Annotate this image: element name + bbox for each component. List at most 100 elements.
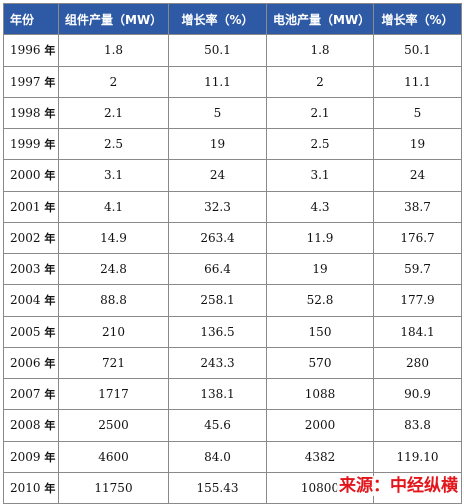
module-output-cell: 4.1 (58, 190, 169, 223)
table-body: 1996 年 1.8 50.1 1.8 50.1 1997 年 2 11.1 2 11.1 1998… (3, 34, 462, 504)
header-year: 年份 (3, 2, 59, 36)
cell-growth-cell: 119.10 (373, 440, 462, 473)
module-growth-cell: 243.3 (168, 346, 267, 380)
module-growth-cell: 84.0 (168, 440, 267, 473)
table-row: 2003 年 24.8 66.4 19 59.7 (3, 252, 462, 286)
year-cell: 1999 年 (3, 127, 59, 161)
table-row: 1997 年 2 11.1 2 11.1 (3, 65, 462, 98)
year-suffix: 年 (44, 481, 56, 495)
year-cell: 2005 年 (3, 315, 59, 348)
table-row: 2007 年 1717 138.1 1088 90.9 (3, 377, 462, 411)
module-growth-cell: 5 (168, 96, 267, 130)
cell-output-cell: 19 (266, 252, 374, 286)
table-row: 1999 年 2.5 19 2.5 19 (3, 127, 462, 161)
module-output-cell: 88.8 (58, 284, 169, 317)
cell-output-cell: 2.5 (266, 127, 374, 161)
module-output-cell: 2.1 (58, 96, 169, 130)
year-suffix: 年 (44, 263, 56, 277)
cell-output-cell: 3.1 (266, 159, 374, 192)
header-module-output: 组件产量（MW） (58, 2, 169, 36)
cell-growth-cell: 177.9 (373, 284, 462, 317)
cell-growth-cell: 90.9 (373, 377, 462, 411)
header-cell-output: 电池产量（MW） (266, 2, 374, 36)
table-row: 2001 年 4.1 32.3 4.3 38.7 (3, 190, 462, 223)
module-growth-cell: 50.1 (168, 34, 267, 67)
year-cell: 2000 年 (3, 159, 59, 192)
cell-growth-cell: 24 (373, 159, 462, 192)
year-cell: 1997 年 (3, 65, 59, 98)
module-growth-cell: 263.4 (168, 221, 267, 255)
year-suffix: 年 (44, 325, 56, 339)
year-value: 1996 (10, 43, 41, 58)
cell-growth-cell: 38.7 (373, 190, 462, 223)
module-growth-cell: 45.6 (168, 409, 267, 442)
cell-growth-cell: 5 (373, 96, 462, 130)
year-value: 2003 (10, 262, 41, 277)
table-row: 1996 年 1.8 50.1 1.8 50.1 (3, 34, 462, 67)
module-output-cell: 4600 (58, 440, 169, 473)
cell-output-cell: 11.9 (266, 221, 374, 255)
year-cell: 1996 年 (3, 34, 59, 67)
module-output-cell: 721 (58, 346, 169, 380)
cell-growth-cell: 11.1 (373, 65, 462, 98)
cell-growth-cell: 184.1 (373, 315, 462, 348)
year-value: 1998 (10, 105, 41, 120)
table-row: 2009 年 4600 84.0 4382 119.10 (3, 440, 462, 473)
year-value: 1997 (10, 74, 41, 89)
module-output-cell: 210 (58, 315, 169, 348)
module-output-cell: 2 (58, 65, 169, 98)
module-growth-cell: 66.4 (168, 252, 267, 286)
table-row: 2002 年 14.9 263.4 11.9 176.7 (3, 221, 462, 255)
year-cell: 2002 年 (3, 221, 59, 255)
module-growth-cell: 32.3 (168, 190, 267, 223)
year-cell: 1998 年 (3, 96, 59, 130)
cell-growth-cell: 59.7 (373, 252, 462, 286)
year-suffix: 年 (44, 450, 56, 464)
module-growth-cell: 24 (168, 159, 267, 192)
table-row: 2008 年 2500 45.6 2000 83.8 (3, 409, 462, 442)
year-suffix: 年 (44, 138, 56, 152)
source-watermark: 来源：中经纵横 (337, 476, 460, 496)
module-output-cell: 1.8 (58, 34, 169, 67)
year-suffix: 年 (44, 106, 56, 120)
cell-output-cell: 1.8 (266, 34, 374, 67)
year-cell: 2004 年 (3, 284, 59, 317)
year-cell: 2003 年 (3, 252, 59, 286)
header-row: 年份 组件产量（MW） 增长率（%） 电池产量（MW） 增长率（%） (3, 2, 462, 36)
year-suffix: 年 (44, 75, 56, 89)
year-value: 2009 (10, 449, 41, 464)
table-row: 2000 年 3.1 24 3.1 24 (3, 159, 462, 192)
year-value: 2002 (10, 230, 41, 245)
year-value: 1999 (10, 137, 41, 152)
module-growth-cell: 138.1 (168, 377, 267, 411)
year-cell: 2006 年 (3, 346, 59, 380)
table-row: 2004 年 88.8 258.1 52.8 177.9 (3, 284, 462, 317)
year-cell: 2007 年 (3, 377, 59, 411)
cell-growth-cell: 280 (373, 346, 462, 380)
cell-output-cell: 52.8 (266, 284, 374, 317)
cell-output-cell: 1088 (266, 377, 374, 411)
module-growth-cell: 258.1 (168, 284, 267, 317)
cell-growth-cell: 83.8 (373, 409, 462, 442)
module-output-cell: 24.8 (58, 252, 169, 286)
year-value: 2001 (10, 199, 41, 214)
year-cell: 2009 年 (3, 440, 59, 473)
cell-output-cell: 2 (266, 65, 374, 98)
cell-output-cell: 570 (266, 346, 374, 380)
table-container: 年份 组件产量（MW） 增长率（%） 电池产量（MW） 增长率（%） 1996 … (3, 2, 462, 504)
cell-output-cell: 4382 (266, 440, 374, 473)
cell-growth-cell: 176.7 (373, 221, 462, 255)
year-suffix: 年 (44, 388, 56, 402)
cell-output-cell: 2.1 (266, 96, 374, 130)
cell-output-cell: 4.3 (266, 190, 374, 223)
year-value: 2000 (10, 168, 41, 183)
table-row: 1998 年 2.1 5 2.1 5 (3, 96, 462, 130)
module-output-cell: 2500 (58, 409, 169, 442)
table-header: 年份 组件产量（MW） 增长率（%） 电池产量（MW） 增长率（%） (3, 2, 462, 36)
cell-output-cell: 150 (266, 315, 374, 348)
year-cell: 2001 年 (3, 190, 59, 223)
production-table: 年份 组件产量（MW） 增长率（%） 电池产量（MW） 增长率（%） 1996 … (3, 2, 462, 504)
year-suffix: 年 (44, 44, 56, 58)
year-value: 2006 (10, 355, 41, 370)
table-row: 2006 年 721 243.3 570 280 (3, 346, 462, 380)
